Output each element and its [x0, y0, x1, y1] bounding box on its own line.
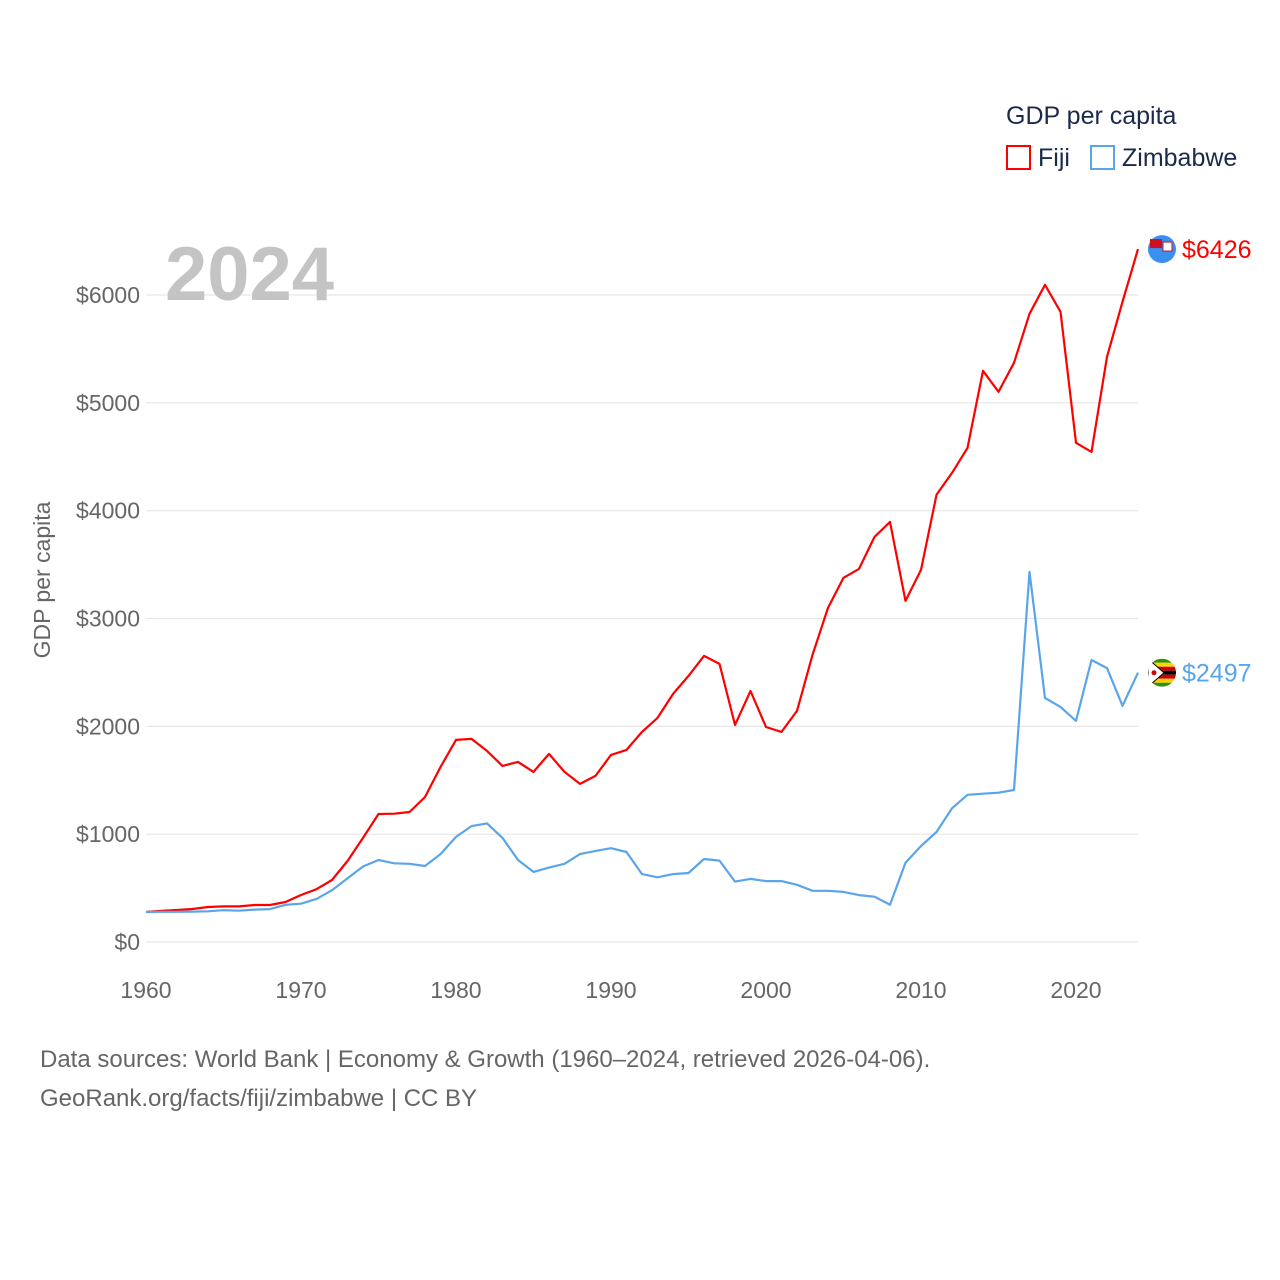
x-tick-label: 2000: [740, 977, 791, 1003]
y-tick-label: $3000: [76, 606, 140, 632]
x-tick-label: 2020: [1050, 977, 1101, 1003]
series-end-markers: $6426 $2497: [1148, 235, 1252, 688]
end-value-label-fiji: $6426: [1182, 236, 1252, 264]
x-tick-label: 1990: [585, 977, 636, 1003]
y-tick-label: $6000: [76, 282, 140, 308]
x-axis-ticks: 1960 1970 1980 1990 2000 2010 2020: [120, 977, 1101, 1003]
legend-title: GDP per capita: [1006, 102, 1177, 130]
series-line-fiji: [145, 248, 1140, 914]
x-tick-label: 1970: [275, 977, 326, 1003]
fiji-flag-icon: [1148, 235, 1176, 264]
y-axis-ticks: $0 $1000 $2000 $3000 $4000 $5000 $6000: [76, 282, 140, 955]
series-lines: [145, 248, 1140, 914]
footer-url: GeoRank.org/facts/fiji/zimbabwe | CC BY: [40, 1085, 478, 1112]
series-line-zimbabwe: [145, 570, 1139, 914]
year-watermark: 2024: [165, 232, 334, 317]
grid-lines: [146, 294, 1138, 943]
y-tick-label: $5000: [76, 390, 140, 416]
legend[interactable]: GDP per capita Fiji Zimbabwe: [1006, 102, 1237, 172]
y-tick-label: $4000: [76, 498, 140, 524]
y-tick-label: $0: [114, 929, 140, 955]
legend-label-zimbabwe[interactable]: Zimbabwe: [1122, 144, 1237, 172]
zimbabwe-flag-icon: [1148, 658, 1176, 687]
x-tick-label: 2010: [895, 977, 946, 1003]
legend-swatch-zimbabwe[interactable]: [1090, 145, 1115, 170]
footer-sources: Data sources: World Bank | Economy & Gro…: [40, 1046, 931, 1073]
y-tick-label: $2000: [76, 713, 140, 739]
x-tick-label: 1980: [430, 977, 481, 1003]
end-value-label-zimbabwe: $2497: [1182, 660, 1252, 688]
x-tick-label: 1960: [120, 977, 171, 1003]
y-tick-label: $1000: [76, 821, 140, 847]
y-axis-label: GDP per capita: [29, 501, 55, 658]
legend-label-fiji[interactable]: Fiji: [1038, 144, 1070, 172]
legend-swatch-fiji[interactable]: [1006, 145, 1031, 170]
